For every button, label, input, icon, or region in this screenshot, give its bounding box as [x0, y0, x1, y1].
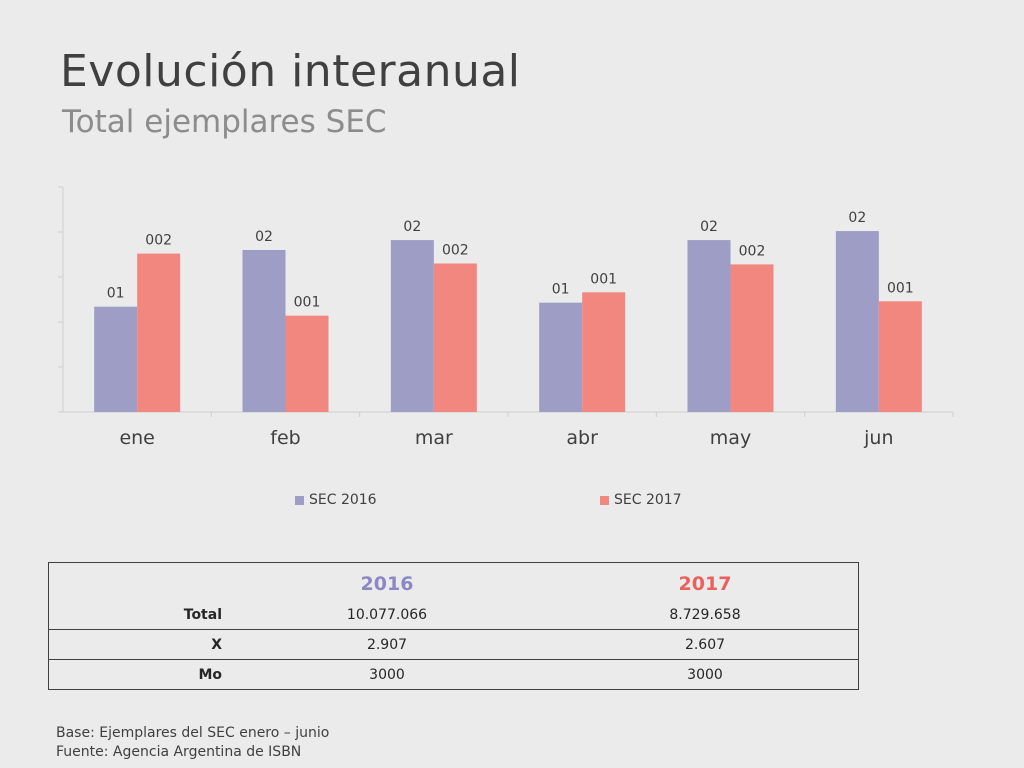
data-label: 002: [442, 243, 469, 259]
table-row: Total 10.077.066 8.729.658: [49, 601, 859, 630]
table-header-2017: 2017: [678, 573, 732, 595]
row-label-mo: Mo: [48, 659, 222, 690]
bar-sec-2016-mar: [390, 240, 434, 412]
x-tick-label: may: [710, 427, 751, 449]
footer-base: Base: Ejemplares del SEC enero – junio: [56, 725, 330, 741]
footer-notes: Base: Ejemplares del SEC enero – junio F…: [56, 724, 329, 762]
chart-legend: SEC 2016 SEC 2017: [0, 492, 1024, 512]
x-tick-label: feb: [270, 427, 300, 449]
legend-label-sec-2017: SEC 2017: [614, 492, 682, 508]
data-label: 01: [107, 286, 125, 302]
bar-sec-2017-jun: [878, 301, 922, 412]
cell-total-2016: 10.077.066: [346, 607, 428, 623]
data-label: 002: [145, 233, 172, 249]
table-row: Mo 3000 3000: [48, 659, 859, 690]
bar-sec-2016-may: [687, 240, 731, 412]
cell-x-2017: 2.607: [552, 629, 859, 660]
x-tick-label: abr: [566, 427, 598, 449]
bar-sec-2017-may: [730, 264, 774, 412]
footer-source: Fuente: Agencia Argentina de ISBN: [56, 744, 302, 760]
data-label: 02: [255, 229, 273, 245]
data-label: 02: [403, 219, 421, 235]
bar-sec-2017-mar: [433, 263, 477, 412]
data-label: 001: [294, 295, 321, 311]
row-label-total: Total: [183, 607, 222, 623]
x-tick-label: jun: [863, 427, 893, 449]
data-label: 001: [887, 280, 914, 296]
table-header-empty: [49, 563, 223, 602]
data-label: 02: [700, 219, 718, 235]
bar-sec-2016-jun: [835, 231, 879, 412]
legend-swatch-sec-2016: [295, 495, 304, 505]
table-header-row: 2016 2017: [49, 563, 859, 602]
x-tick-label: ene: [119, 427, 154, 449]
legend-item-sec-2017: SEC 2017: [600, 492, 682, 508]
table-row: X 2.907 2.607: [48, 629, 859, 660]
legend-swatch-sec-2017: [600, 495, 609, 505]
cell-mo-2016: 3000: [222, 659, 552, 690]
x-tick-label: mar: [415, 427, 453, 449]
data-label: 01: [552, 282, 570, 298]
bar-sec-2016-feb: [242, 250, 286, 412]
legend-item-sec-2016: SEC 2016: [295, 492, 377, 508]
summary-table: 2016 2017 Total 10.077.066 8.729.658 X 2…: [48, 562, 859, 690]
table-header-2016: 2016: [360, 573, 414, 595]
cell-x-2016: 2.907: [222, 629, 552, 660]
data-label: 002: [739, 243, 766, 259]
bar-chart: 01 002 ene 02 001 feb 02 002 mar 01 001 abr 02 002 may…: [58, 186, 954, 449]
row-label-x: X: [48, 629, 222, 660]
bar-sec-2017-ene: [137, 253, 181, 412]
bar-sec-2017-abr: [582, 292, 626, 412]
slide-title: Evolución interanual: [60, 46, 521, 97]
data-label: 001: [590, 271, 617, 287]
data-label: 02: [848, 210, 866, 226]
bar-sec-2016-ene: [94, 306, 138, 412]
cell-mo-2017: 3000: [552, 659, 859, 690]
bar-sec-2016-abr: [539, 302, 583, 412]
cell-total-2017: 8.729.658: [669, 607, 741, 623]
bar-sec-2017-feb: [285, 315, 329, 412]
slide-subtitle: Total ejemplares SEC: [62, 104, 387, 140]
legend-label-sec-2016: SEC 2016: [309, 492, 377, 508]
